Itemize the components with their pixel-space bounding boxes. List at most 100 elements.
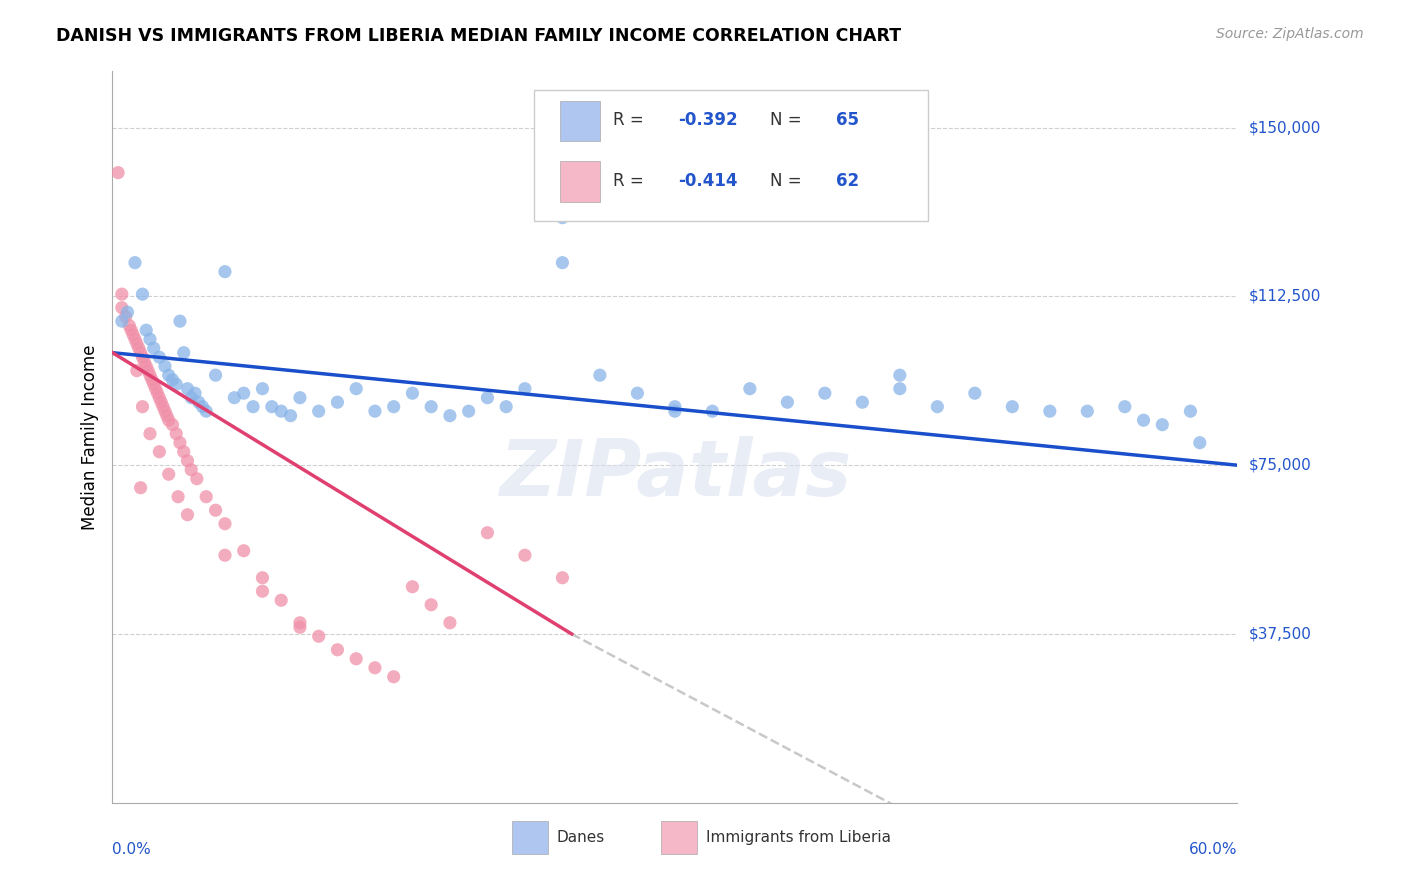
Point [420,598,443,612]
Text: DANISH VS IMMIGRANTS FROM LIBERIA MEDIAN FAMILY INCOME CORRELATION CHART: DANISH VS IMMIGRANTS FROM LIBERIA MEDIAN… [56,27,901,45]
Point [664,400,686,414]
Point [118,318,141,333]
Text: $75,000: $75,000 [1249,458,1312,473]
Text: -0.392: -0.392 [678,112,738,129]
Point [176,453,198,467]
Point [457,404,479,418]
Point [260,400,283,414]
Point [551,571,574,585]
Point [551,255,574,269]
Point [232,386,254,401]
Point [851,395,873,409]
Point [326,642,349,657]
Text: Immigrants from Liberia: Immigrants from Liberia [706,830,891,846]
Text: Source: ZipAtlas.com: Source: ZipAtlas.com [1216,27,1364,41]
Point [125,364,148,378]
Point [204,503,226,517]
Point [495,400,517,414]
Point [551,211,574,225]
Point [513,548,536,562]
Point [1001,400,1024,414]
Point [214,548,236,562]
Point [173,444,195,458]
Point [157,413,180,427]
Point [139,332,162,346]
Point [131,287,153,301]
Point [136,364,159,378]
Point [169,435,191,450]
Point [165,426,187,441]
Point [157,368,180,383]
FancyBboxPatch shape [534,89,928,221]
Point [111,314,134,328]
Point [148,350,170,364]
Point [401,580,423,594]
Point [141,373,163,387]
Point [344,652,367,666]
Point [142,341,165,355]
Text: Danes: Danes [557,830,605,846]
Point [270,404,292,418]
Point [142,377,165,392]
Point [589,368,612,383]
Point [153,404,176,418]
Point [252,584,274,599]
Text: ZIPatlas: ZIPatlas [499,435,851,512]
Point [204,368,226,383]
Point [344,382,367,396]
Point [288,615,311,630]
Point [1132,413,1154,427]
Point [131,350,153,364]
Point [242,400,264,414]
Text: 65: 65 [835,112,859,129]
Point [889,382,911,396]
Point [814,386,837,401]
Point [1152,417,1174,432]
Point [308,629,330,643]
Point [176,508,198,522]
Point [364,661,387,675]
Point [120,323,142,337]
Point [477,525,499,540]
Point [513,382,536,396]
Point [664,404,686,418]
Point [270,593,292,607]
Point [157,467,180,482]
Point [145,382,167,396]
Point [232,543,254,558]
Point [326,395,349,409]
FancyBboxPatch shape [512,822,548,854]
Point [191,400,214,414]
Point [107,166,129,180]
Point [146,386,169,401]
Text: $37,500: $37,500 [1249,626,1312,641]
Point [180,391,202,405]
Point [150,395,173,409]
FancyBboxPatch shape [560,101,599,141]
Point [195,404,218,418]
Point [131,400,153,414]
Text: N =: N = [770,172,807,190]
Point [382,400,405,414]
Point [152,400,174,414]
Point [927,400,949,414]
Point [125,336,148,351]
Point [195,490,218,504]
Point [439,615,461,630]
Point [153,359,176,374]
Point [148,444,170,458]
Point [401,386,423,401]
Text: 60.0%: 60.0% [1189,842,1237,856]
Point [135,359,157,374]
Point [167,490,190,504]
Point [477,391,499,405]
Point [180,463,202,477]
Text: R =: R = [613,112,650,129]
Point [135,323,157,337]
Point [420,400,443,414]
Point [224,391,246,405]
Point [308,404,330,418]
Text: $112,500: $112,500 [1249,289,1320,304]
Point [187,395,209,409]
Text: $150,000: $150,000 [1249,120,1320,135]
